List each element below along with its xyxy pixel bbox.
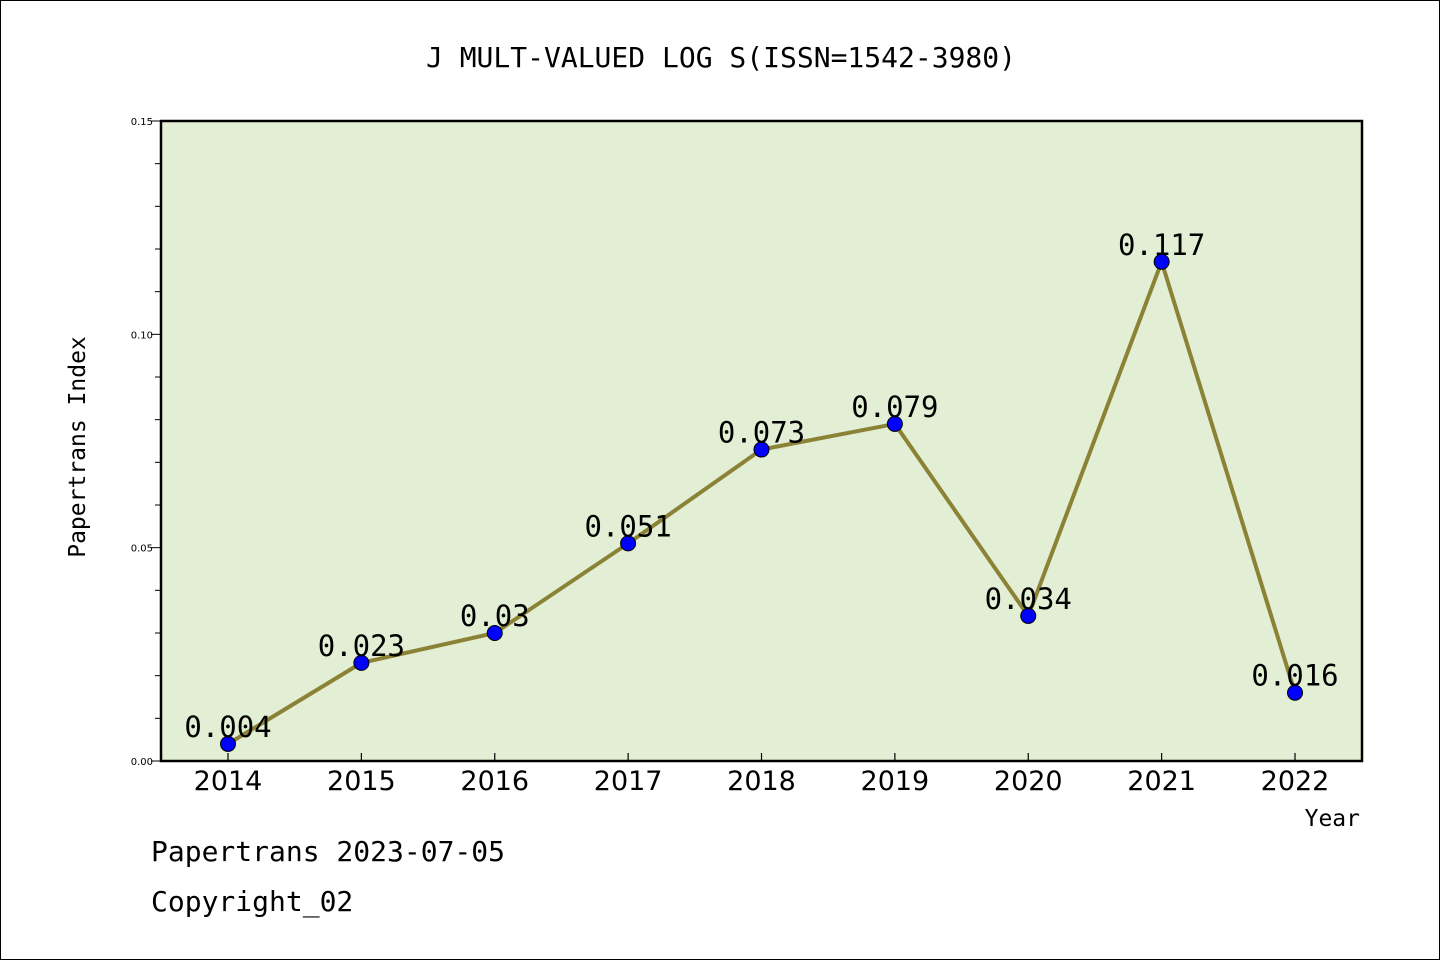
x-tick-label: 2017 (594, 766, 663, 797)
x-tick-label: 2018 (727, 766, 796, 797)
x-tick-label: 2015 (327, 766, 396, 797)
data-point (1153, 253, 1170, 270)
x-axis-ticks: 2014 2015 2016 2017 2018 2019 2020 2021 2022 (194, 753, 1330, 797)
footer-date: Papertrans 2023-07-05 (151, 835, 506, 868)
data-label: 0.073 (718, 416, 805, 450)
data-point (753, 441, 770, 458)
data-label: 0.051 (584, 509, 671, 543)
data-label: 0.034 (985, 582, 1072, 616)
x-tick-label: 2014 (194, 766, 263, 797)
y-tick-label: 0.00 (131, 757, 153, 768)
y-axis-label: Papertrans Index (65, 336, 91, 558)
data-point (886, 415, 903, 432)
data-label: 0.117 (1118, 228, 1205, 262)
y-axis-ticks: 0.00 0.05 0.10 0.15 (131, 117, 161, 768)
data-label: 0.079 (851, 390, 938, 424)
data-label: 0.016 (1251, 659, 1338, 693)
plot-border (159, 119, 1364, 763)
x-tick-label: 2021 (1127, 766, 1196, 797)
chart-title: J MULT-VALUED LOG S(ISSN=1542-3980) (426, 41, 1016, 74)
y-tick-label: 0.15 (131, 117, 153, 128)
x-tick-label: 2020 (994, 766, 1063, 797)
y-tick-label: 0.10 (131, 330, 153, 341)
data-labels: 0.004 0.023 0.03 0.051 0.073 0.079 0.034 0.117 0… (184, 228, 1338, 744)
x-axis-label: Year (1305, 806, 1360, 832)
x-tick-label: 2016 (460, 766, 529, 797)
data-point (220, 735, 236, 752)
data-point (1287, 684, 1303, 701)
data-label: 0.004 (184, 710, 271, 744)
data-point (486, 625, 503, 641)
y-tick-label: 0.05 (131, 544, 153, 555)
x-tick-label: 2022 (1261, 766, 1330, 797)
data-point (353, 654, 370, 671)
data-label: 0.023 (318, 629, 405, 663)
footer-copyright: Copyright_02 (151, 885, 354, 918)
data-label: 0.03 (460, 599, 530, 633)
x-tick-label: 2019 (861, 766, 930, 797)
data-point (620, 535, 637, 552)
data-markers (220, 253, 1303, 752)
data-point (1020, 607, 1037, 624)
plot-area (161, 121, 1362, 761)
